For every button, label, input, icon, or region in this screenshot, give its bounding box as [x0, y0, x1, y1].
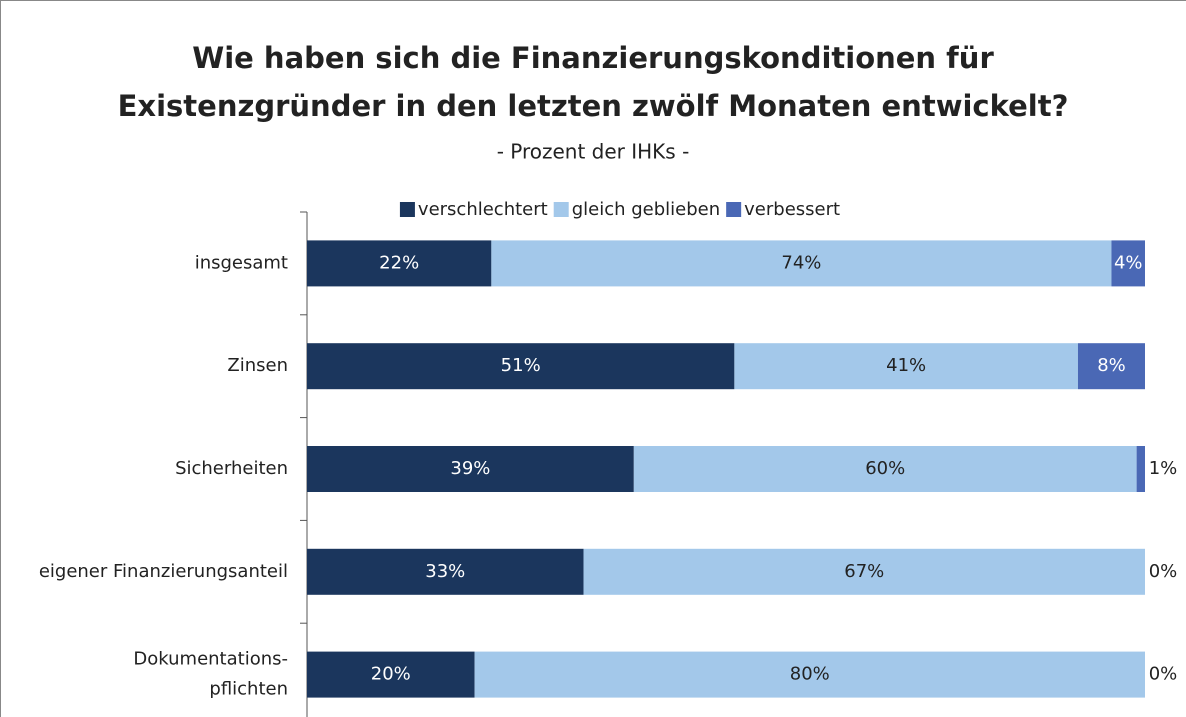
- bar-segment: [1111, 240, 1145, 287]
- bar-segment: [307, 548, 584, 595]
- data-label: 1%: [1149, 458, 1178, 479]
- legend-label: verschlechtert: [418, 199, 548, 220]
- data-label: 0%: [1149, 561, 1178, 582]
- chart-subtitle: - Prozent der IHKs -: [497, 140, 690, 164]
- category-label: Sicherheiten: [175, 458, 288, 479]
- bar-segment: [307, 240, 492, 287]
- data-label: 0%: [1149, 664, 1178, 685]
- data-label: 41%: [886, 355, 926, 376]
- bar-segment: [734, 343, 1078, 390]
- bar-segment: [633, 446, 1137, 492]
- data-label: 20%: [371, 664, 411, 685]
- legend-label: gleich geblieben: [572, 199, 720, 220]
- bar-segment: [307, 446, 634, 492]
- data-label: 33%: [425, 561, 465, 582]
- bar-segment: [491, 240, 1112, 287]
- bar-segment: [1136, 446, 1145, 492]
- legend-swatch: [726, 202, 742, 217]
- data-label: 39%: [450, 458, 490, 479]
- data-label: 4%: [1114, 252, 1143, 273]
- data-label: 60%: [865, 458, 905, 479]
- chart-title: Wie haben sich die Finanzierungskonditio…: [118, 41, 1069, 123]
- data-label: 51%: [501, 355, 541, 376]
- data-label: 80%: [790, 664, 830, 685]
- bar-segment: [1077, 343, 1145, 390]
- category-label: Dokumentations-pflichten: [133, 649, 288, 700]
- category-label: eigener Finanzierungsanteil: [39, 561, 288, 582]
- legend-label: verbessert: [744, 199, 840, 220]
- data-label: 22%: [379, 252, 419, 273]
- data-label: 8%: [1097, 355, 1126, 376]
- category-label: insgesamt: [195, 252, 288, 273]
- bar-segment: [307, 343, 735, 390]
- data-label: 74%: [781, 252, 821, 273]
- bar-segment: [307, 651, 475, 698]
- bar-segment: [474, 651, 1146, 698]
- bar-segment: [583, 548, 1145, 595]
- category-label: Zinsen: [227, 355, 288, 376]
- legend-swatch: [553, 202, 569, 217]
- legend-swatch: [399, 202, 415, 217]
- data-label: 67%: [844, 561, 884, 582]
